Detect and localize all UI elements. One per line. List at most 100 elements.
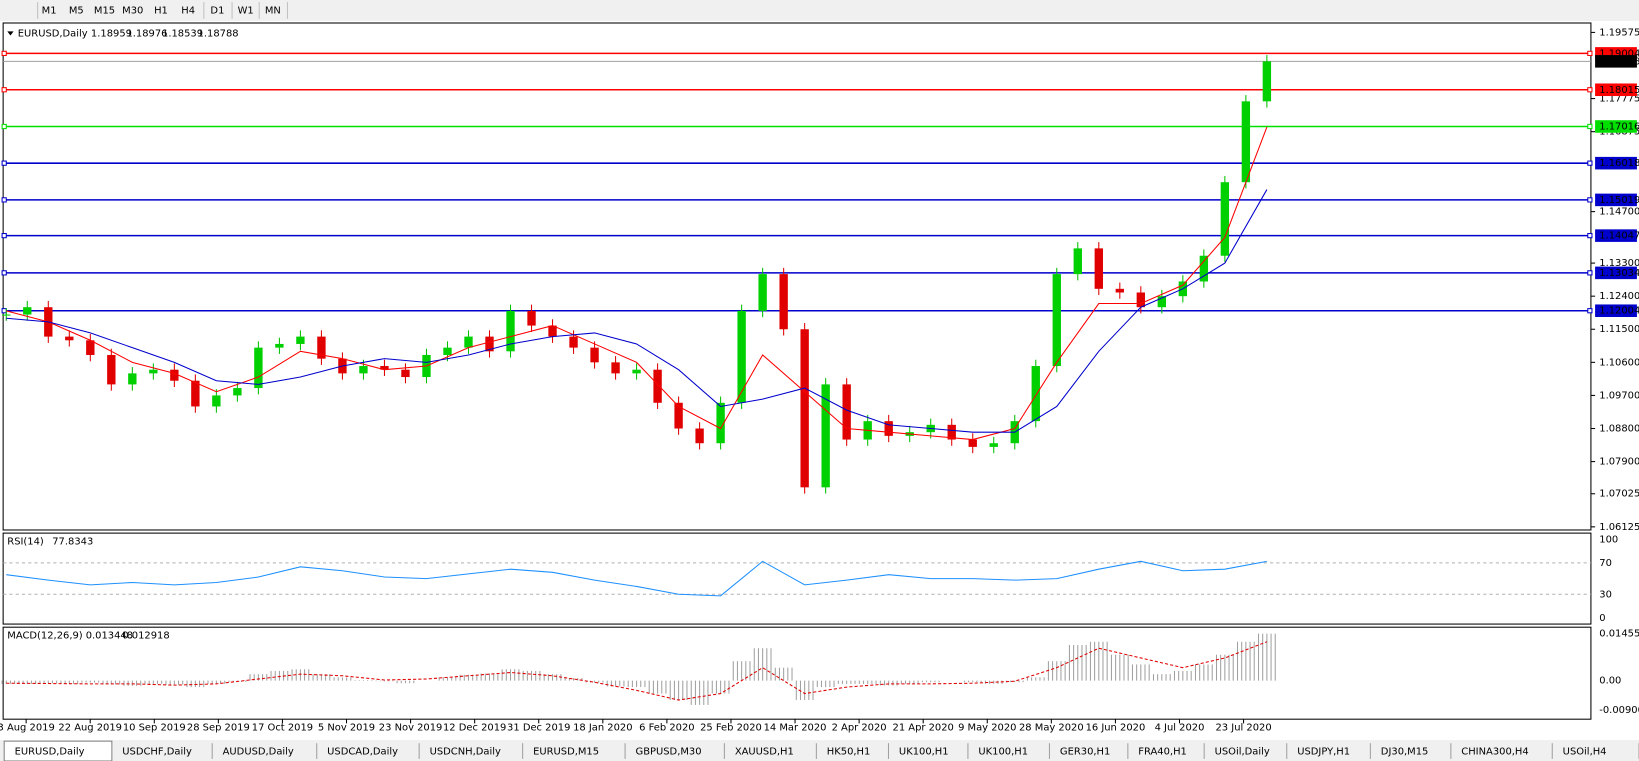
x-tick-label: 25 Feb 2020: [700, 723, 762, 734]
x-tick-label: 3 Aug 2019: [0, 723, 55, 734]
level-handle: [1, 270, 7, 276]
level-handle: [1587, 87, 1593, 93]
level-price-label: 1.14047: [1599, 231, 1639, 242]
y-tick-label: 100: [1599, 534, 1618, 545]
y-tick-label: 1.17775: [1599, 94, 1639, 105]
candle: [1073, 248, 1082, 275]
candle: [821, 384, 830, 488]
level-handle: [1587, 270, 1593, 276]
y-tick-label: -0.009001: [1599, 705, 1639, 716]
level-price-box: [1595, 193, 1637, 207]
x-tick-label: 4 Jul 2020: [1155, 723, 1205, 734]
timeframe-button[interactable]: M30: [122, 5, 143, 16]
candle: [947, 424, 956, 440]
y-tick-label: 1.10600: [1599, 357, 1639, 368]
timeframe-button[interactable]: W1: [238, 5, 254, 16]
current-price-box: [1595, 55, 1637, 68]
tab[interactable]: CHINA300,H4: [1461, 747, 1528, 758]
y-tick-label: 1.08800: [1599, 424, 1639, 435]
macd-signal: 0.012918: [122, 631, 169, 642]
y-tick-label: 1.14700: [1599, 207, 1639, 218]
tab[interactable]: GER30,H1: [1060, 747, 1110, 758]
timeframe-button[interactable]: M1: [42, 5, 57, 16]
timeframe-button[interactable]: MN: [265, 5, 281, 16]
tab[interactable]: USDCHF,Daily: [122, 747, 192, 758]
timeframe-button[interactable]: H1: [154, 5, 168, 16]
level-handle: [1587, 197, 1593, 203]
candle: [149, 369, 158, 374]
tab[interactable]: USDJPY,H1: [1297, 747, 1350, 758]
x-tick-label: 23 Jul 2020: [1215, 723, 1271, 734]
x-tick-label: 17 Oct 2019: [252, 723, 313, 734]
y-tick-label: 1.13300: [1599, 258, 1639, 269]
rsi-label: RSI(14): [7, 536, 44, 547]
candle: [842, 384, 851, 440]
level-price-box: [1595, 120, 1637, 133]
tab[interactable]: USDCNH,Daily: [430, 747, 501, 758]
timeframe-button[interactable]: M5: [69, 5, 84, 16]
candle: [989, 443, 998, 447]
ohlc-value: 1.18959: [91, 28, 132, 39]
candle: [611, 362, 620, 374]
y-tick-label: 1.12400: [1599, 291, 1639, 302]
tab[interactable]: EURUSD,M15: [533, 747, 599, 758]
level-price-label: 1.15019: [1599, 195, 1639, 206]
tab[interactable]: AUDUSD,Daily: [223, 747, 294, 758]
tab[interactable]: UK100,H1: [899, 747, 949, 758]
tab[interactable]: USOil,H4: [1563, 747, 1607, 758]
candle: [1220, 182, 1230, 256]
tab[interactable]: DJ30,M15: [1381, 747, 1429, 758]
y-tick-label: 1.19575: [1599, 27, 1639, 38]
candle: [506, 310, 515, 352]
x-tick-label: 6 Feb 2020: [639, 723, 694, 734]
level-price-box: [1595, 266, 1637, 280]
tab[interactable]: EURUSD,Daily: [15, 747, 85, 758]
candle: [569, 336, 578, 348]
candle: [653, 369, 662, 403]
macd-label: MACD(12,26,9): [7, 631, 82, 642]
candle: [716, 402, 725, 444]
y-tick-label: 0: [1599, 613, 1605, 624]
tab[interactable]: XAUUSD,H1: [735, 747, 794, 758]
ohlc-value: 1.18788: [198, 28, 239, 39]
candle: [359, 366, 368, 374]
tab[interactable]: UK100,H1: [978, 747, 1028, 758]
candle: [401, 369, 410, 378]
tab[interactable]: HK50,H1: [827, 747, 871, 758]
macd-panel: [2, 626, 1592, 720]
y-tick-label: 0.014556: [1599, 628, 1639, 639]
level-handle: [1587, 123, 1593, 130]
timeframe-button[interactable]: H4: [181, 5, 195, 16]
rsi-value: 77.8343: [52, 536, 93, 547]
candle: [884, 421, 893, 436]
candle: [254, 347, 263, 389]
tab[interactable]: USDCAD,Daily: [327, 747, 398, 758]
candle: [1262, 61, 1272, 102]
candle: [485, 336, 494, 352]
candle: [212, 395, 221, 407]
tab[interactable]: FRA40,H1: [1138, 747, 1187, 758]
y-tick-label: 30: [1599, 589, 1612, 600]
x-tick-label: 28 May 2020: [1019, 723, 1084, 734]
timeframe-button[interactable]: D1: [210, 5, 224, 16]
level-handle: [1, 160, 7, 166]
x-tick-label: 2 Apr 2020: [832, 723, 887, 734]
candle: [1094, 248, 1103, 289]
candle: [674, 402, 683, 429]
symbol-label: EURUSD,Daily: [18, 28, 88, 39]
tab[interactable]: GBPUSD,M30: [636, 747, 702, 758]
y-tick-label: 1.06125: [1599, 522, 1639, 533]
tab[interactable]: USOil,Daily: [1215, 747, 1270, 758]
candle: [1199, 255, 1209, 282]
y-tick-label: 1.09700: [1599, 390, 1639, 401]
level-price-box: [1595, 156, 1637, 170]
y-tick-label: 1.07900: [1599, 457, 1639, 468]
level-handle: [1, 308, 7, 314]
y-tick-label: 70: [1599, 558, 1612, 569]
level-handle: [1, 233, 7, 239]
timeframe-button[interactable]: M15: [94, 5, 115, 16]
level-price-box: [1595, 229, 1637, 242]
candle: [779, 274, 788, 330]
rsi-line: [6, 560, 1267, 597]
